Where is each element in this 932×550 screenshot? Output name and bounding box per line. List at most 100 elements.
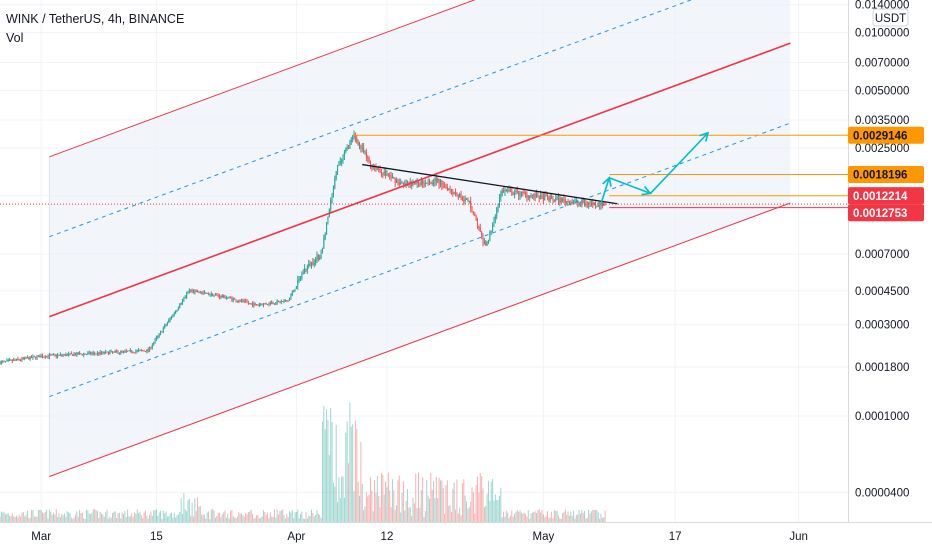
candle-body (523, 192, 525, 194)
candle-body (169, 318, 171, 321)
volume-bar (11, 513, 13, 522)
candle-body (99, 351, 101, 355)
volume-bar (220, 517, 222, 522)
volume-bar (201, 514, 203, 522)
candle-body (348, 147, 350, 149)
candle-body (493, 218, 495, 226)
candle-body (254, 303, 256, 305)
volume-bar (446, 480, 448, 522)
candle-body (317, 255, 319, 260)
time-tick-label: 15 (150, 531, 163, 543)
volume-bar (323, 405, 325, 522)
volume-bar (386, 487, 388, 522)
candle-body (24, 357, 26, 359)
volume-bar (105, 512, 107, 522)
volume-bar (579, 513, 581, 522)
volume-bar (14, 517, 16, 522)
volume-bar (59, 517, 61, 522)
candle-body (53, 354, 55, 356)
volume-bar (546, 511, 548, 522)
volume-bar (118, 512, 120, 522)
candle-body (470, 201, 472, 209)
volume-bar (267, 512, 269, 522)
volume-bar (342, 476, 344, 522)
candle-body (65, 354, 67, 356)
candle-body (295, 286, 297, 289)
candle-body (582, 200, 584, 204)
candle-body (315, 258, 317, 264)
candle-body (397, 180, 399, 183)
volume-bar (276, 509, 278, 522)
channel-line-lq[interactable] (49, 122, 791, 398)
channel-line-up[interactable] (49, 0, 790, 158)
volume-bar (51, 514, 53, 522)
volume-bar (430, 472, 432, 522)
volume-bar (520, 512, 522, 522)
volume-bar (84, 518, 86, 522)
candle-body (514, 193, 516, 195)
channel-line-mid[interactable] (49, 42, 791, 318)
candle-body (110, 351, 112, 353)
candle-body (221, 295, 223, 298)
volume-bar (279, 511, 281, 522)
volume-bar (376, 476, 378, 522)
symbol-title[interactable]: WINK / TetherUS, 4h, BINANCE (6, 12, 185, 26)
volume-bar (131, 513, 133, 522)
descending-trendline[interactable] (362, 163, 618, 205)
volume-bar (596, 509, 598, 522)
candle-body (272, 302, 274, 304)
drawing-layer[interactable] (0, 0, 848, 477)
volume-bar (603, 517, 605, 522)
candle-body (101, 351, 103, 353)
candle-body (578, 202, 580, 204)
candle-body (92, 352, 94, 354)
volume-bar (595, 509, 597, 522)
candle-body (601, 201, 603, 207)
candlestick-series (0, 130, 606, 365)
volume-bar (157, 515, 159, 522)
candle-body (557, 197, 559, 203)
volume-bar (571, 515, 573, 522)
candle-body (121, 351, 123, 353)
candle-body (55, 354, 57, 357)
channel-line-lo[interactable] (49, 202, 791, 477)
volume-indicator-label[interactable]: Vol (6, 31, 24, 45)
projection-arrow[interactable] (600, 177, 611, 205)
volume-bar (236, 516, 238, 522)
volume-bar (472, 492, 474, 522)
candle-body (17, 358, 19, 360)
volume-bar (120, 518, 122, 522)
volume-bar (250, 509, 252, 522)
candle-body (306, 266, 308, 271)
candle-body (73, 354, 75, 356)
price-scale[interactable]: 0.0140000 0.0100000 0.0070000 0.0050000 0.00… (848, 0, 932, 550)
time-tick-label: Apr (287, 531, 305, 543)
volume-bar (438, 477, 440, 522)
candle-body (269, 302, 271, 305)
volume-bar (555, 510, 557, 522)
volume-bar (435, 476, 437, 522)
volume-bar (434, 498, 436, 522)
channel-line-uq[interactable] (49, 0, 790, 238)
projection-arrow[interactable] (649, 132, 709, 194)
volume-bar (534, 511, 536, 522)
volume-bar (74, 514, 76, 522)
candle-body (228, 297, 230, 299)
volume-bar (575, 515, 577, 522)
time-scale[interactable]: Mar 15 Apr 12 May 17 Jun (0, 522, 932, 550)
regression-channel-fill (48, 0, 791, 477)
volume-bar (235, 517, 237, 522)
volume-bar (485, 505, 487, 522)
time-tick-label: Mar (31, 531, 51, 543)
volume-bar (345, 432, 347, 522)
candle-body (426, 182, 428, 184)
volume-bar (445, 485, 447, 522)
candle-body (190, 290, 192, 292)
projection-arrow[interactable] (608, 176, 651, 195)
volume-bar (114, 511, 116, 522)
volume-bar (128, 516, 130, 522)
candle-body (146, 349, 148, 352)
currency-badge[interactable]: USDT (872, 8, 909, 27)
candle-body (278, 300, 280, 302)
